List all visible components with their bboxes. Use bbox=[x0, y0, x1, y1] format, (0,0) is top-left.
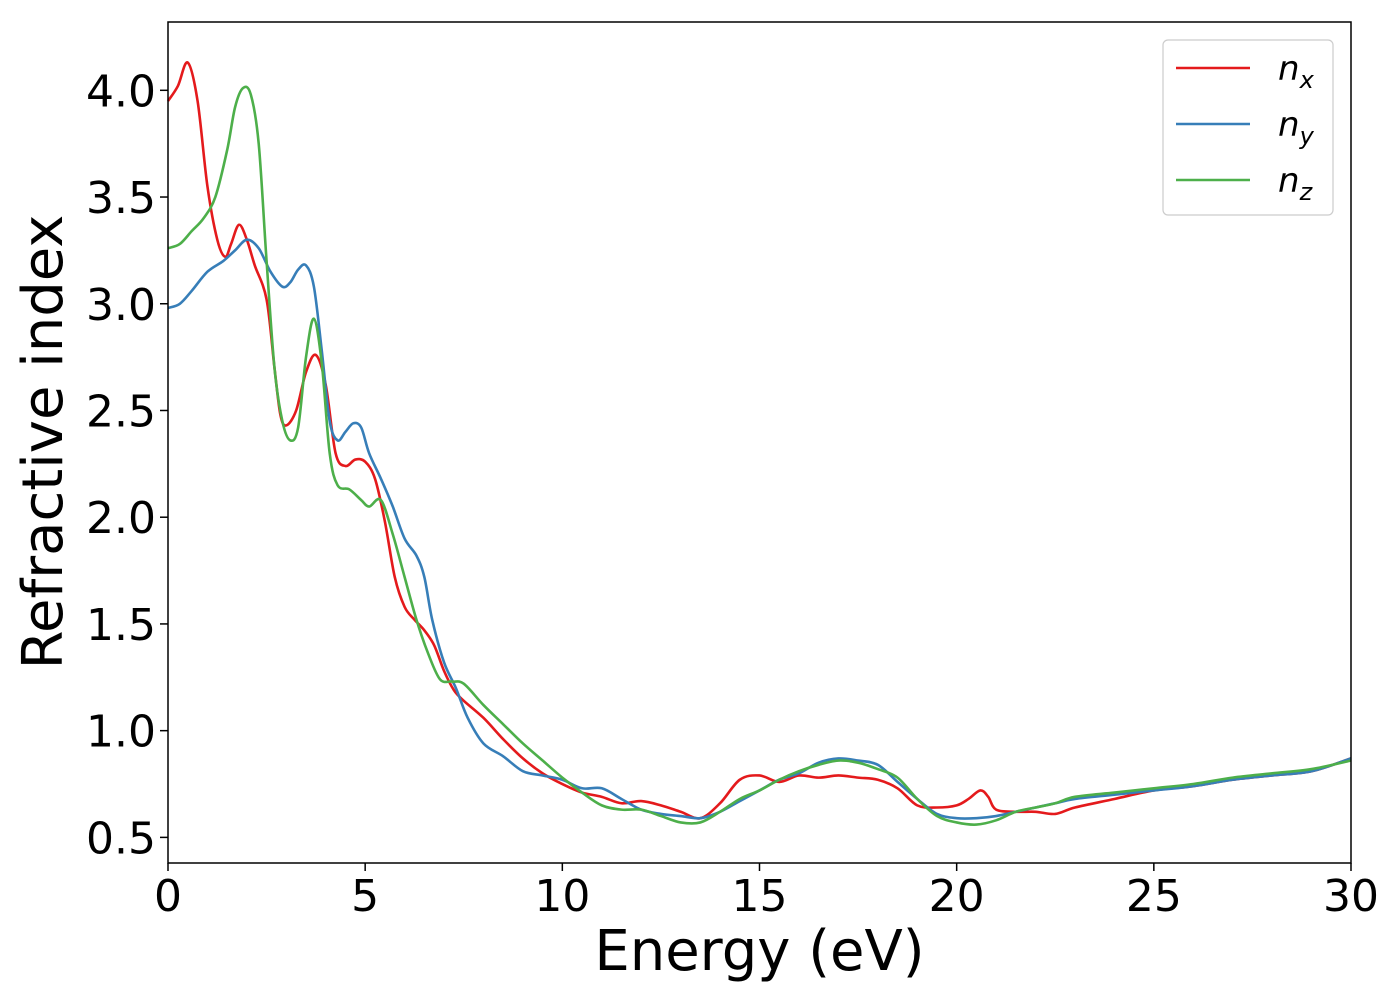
y-tick-label: 3.0 bbox=[86, 280, 156, 331]
legend: nx ny nz bbox=[1162, 39, 1334, 216]
series-layer bbox=[166, 61, 1352, 826]
y-tick-label: 2.0 bbox=[86, 493, 156, 544]
legend-label-n_z: nz bbox=[1278, 161, 1314, 206]
y-axis-ticks: 0.5 1.0 1.5 2.0 2.5 3.0 3.5 4.0 bbox=[86, 66, 168, 864]
legend-box bbox=[1162, 39, 1334, 216]
x-tick-label: 30 bbox=[1323, 871, 1379, 922]
x-tick-label: 5 bbox=[351, 871, 379, 922]
y-tick-label: 4.0 bbox=[86, 66, 156, 117]
y-tick-label: 2.5 bbox=[86, 386, 156, 437]
legend-label-n_y: ny bbox=[1278, 105, 1315, 150]
x-tick-label: 20 bbox=[929, 871, 985, 922]
y-tick-label: 3.5 bbox=[86, 173, 156, 224]
legend-label-n_x: nx bbox=[1278, 49, 1315, 94]
x-tick-label: 0 bbox=[154, 871, 182, 922]
x-axis-title: Energy (eV) bbox=[594, 919, 924, 984]
y-tick-label: 0.5 bbox=[86, 813, 156, 864]
x-axis-ticks: 0 5 10 15 20 25 30 bbox=[154, 863, 1379, 922]
series-line-n_y bbox=[167, 238, 1352, 820]
series-line-n_z bbox=[167, 85, 1352, 826]
y-axis-title: Refractive index bbox=[11, 215, 76, 670]
x-tick-label: 15 bbox=[732, 871, 788, 922]
x-tick-label: 10 bbox=[534, 871, 590, 922]
y-tick-label: 1.5 bbox=[86, 600, 156, 651]
x-tick-label: 25 bbox=[1126, 871, 1182, 922]
y-tick-label: 1.0 bbox=[86, 707, 156, 758]
